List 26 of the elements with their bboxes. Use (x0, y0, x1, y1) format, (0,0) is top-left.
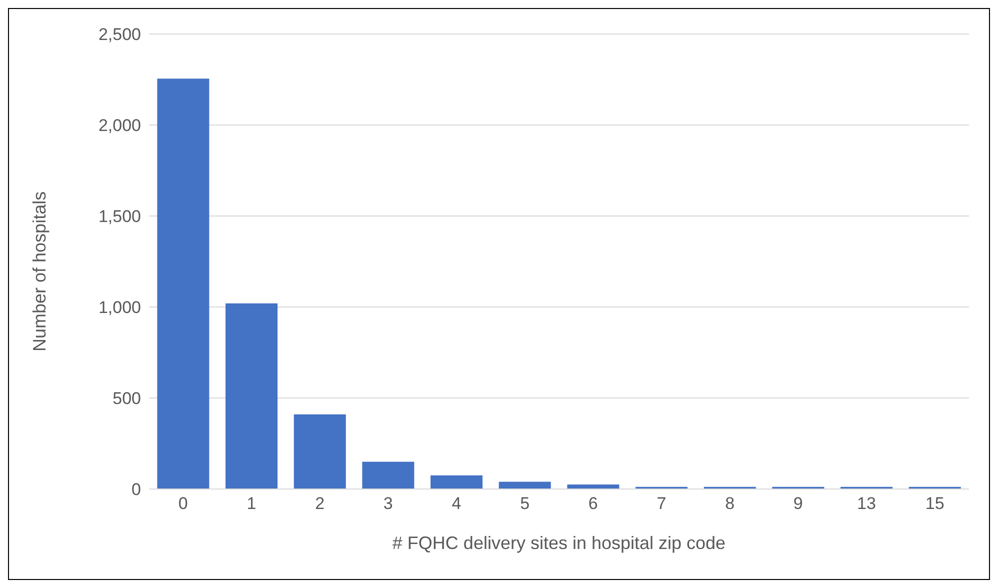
y-tick-label: 2,000 (98, 116, 141, 136)
bar (498, 482, 551, 489)
bar (430, 475, 483, 489)
y-tick-label: 500 (112, 389, 141, 408)
x-tick-label: 3 (383, 494, 393, 514)
y-axis-title: Number of hospitals (29, 191, 50, 352)
y-tick-label: 2,500 (98, 25, 141, 44)
x-tick-label: 8 (725, 494, 735, 514)
x-tick-label: 1 (246, 494, 256, 514)
bar (226, 303, 278, 489)
bar (362, 462, 414, 489)
x-tick-label: 6 (588, 494, 598, 514)
x-tick-label: 15 (925, 494, 944, 514)
y-tick-label: 0 (132, 480, 141, 500)
y-tick-label: 1,500 (98, 207, 141, 226)
x-tick-label: 2 (315, 494, 325, 514)
bar (294, 414, 346, 489)
x-tick-label: 5 (520, 494, 530, 514)
x-tick-label: 9 (793, 494, 803, 514)
x-tick-label: 0 (178, 494, 188, 514)
x-tick-label: 4 (452, 494, 462, 514)
bar (157, 78, 210, 489)
y-tick-label: 1,000 (98, 298, 141, 318)
x-tick-label: 13 (857, 494, 876, 514)
x-axis-title: # FQHC delivery sites in hospital zip code (392, 533, 726, 553)
x-tick-label: 7 (656, 494, 666, 514)
